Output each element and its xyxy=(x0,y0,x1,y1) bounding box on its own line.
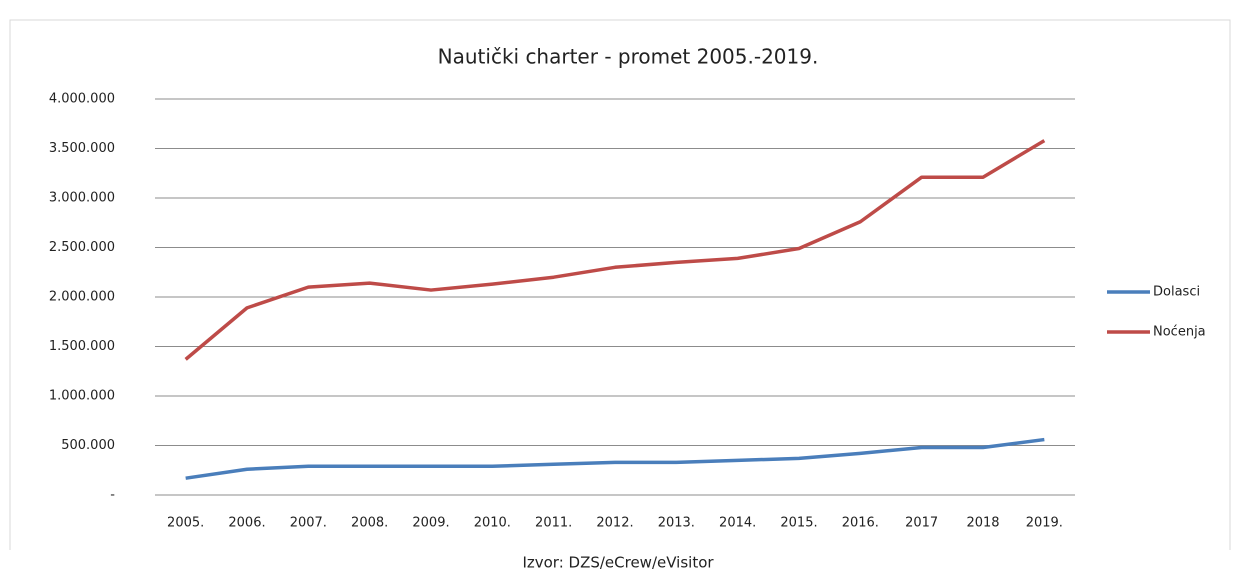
y-tick-label: 4.000.000 xyxy=(49,92,115,107)
line-series xyxy=(184,139,1046,361)
x-tick-label: 2005. xyxy=(167,516,204,531)
y-tick-label: 2.500.000 xyxy=(49,240,115,255)
y-tick-label: 1.000.000 xyxy=(49,389,115,404)
x-tick-label: 2006. xyxy=(228,516,265,531)
y-tick-label: 3.000.000 xyxy=(49,191,115,206)
y-tick-label: 500.000 xyxy=(61,438,115,453)
x-tick-label: 2018 xyxy=(966,516,999,531)
chart-source: Izvor: DZS/eCrew/eVisitor xyxy=(522,554,714,572)
x-tick-label: 2019. xyxy=(1026,516,1063,531)
x-tick-label: 2015. xyxy=(780,516,817,531)
x-tick-label: 2008. xyxy=(351,516,388,531)
legend-label: Noćenja xyxy=(1153,325,1206,340)
line-series xyxy=(185,437,1045,480)
x-tick-label: 2017 xyxy=(905,516,938,531)
legend-label: Dolasci xyxy=(1153,285,1200,300)
x-tick-label: 2016. xyxy=(842,516,879,531)
chart-title: Nautički charter - promet 2005.-2019. xyxy=(438,45,819,69)
x-tick-label: 2011. xyxy=(535,516,572,531)
y-tick-label: 1.500.000 xyxy=(49,339,115,354)
x-tick-label: 2013. xyxy=(658,516,695,531)
chart-frame xyxy=(9,19,1231,550)
x-tick-label: 2014. xyxy=(719,516,756,531)
x-tick-label: 2007. xyxy=(290,516,327,531)
x-tick-label: 2012. xyxy=(596,516,633,531)
x-tick-label: 2009. xyxy=(412,516,449,531)
x-tick-label: 2010. xyxy=(474,516,511,531)
y-tick-label: 3.500.000 xyxy=(49,141,115,156)
y-tick-label: - xyxy=(110,488,115,503)
y-tick-label: 2.000.000 xyxy=(49,290,115,305)
